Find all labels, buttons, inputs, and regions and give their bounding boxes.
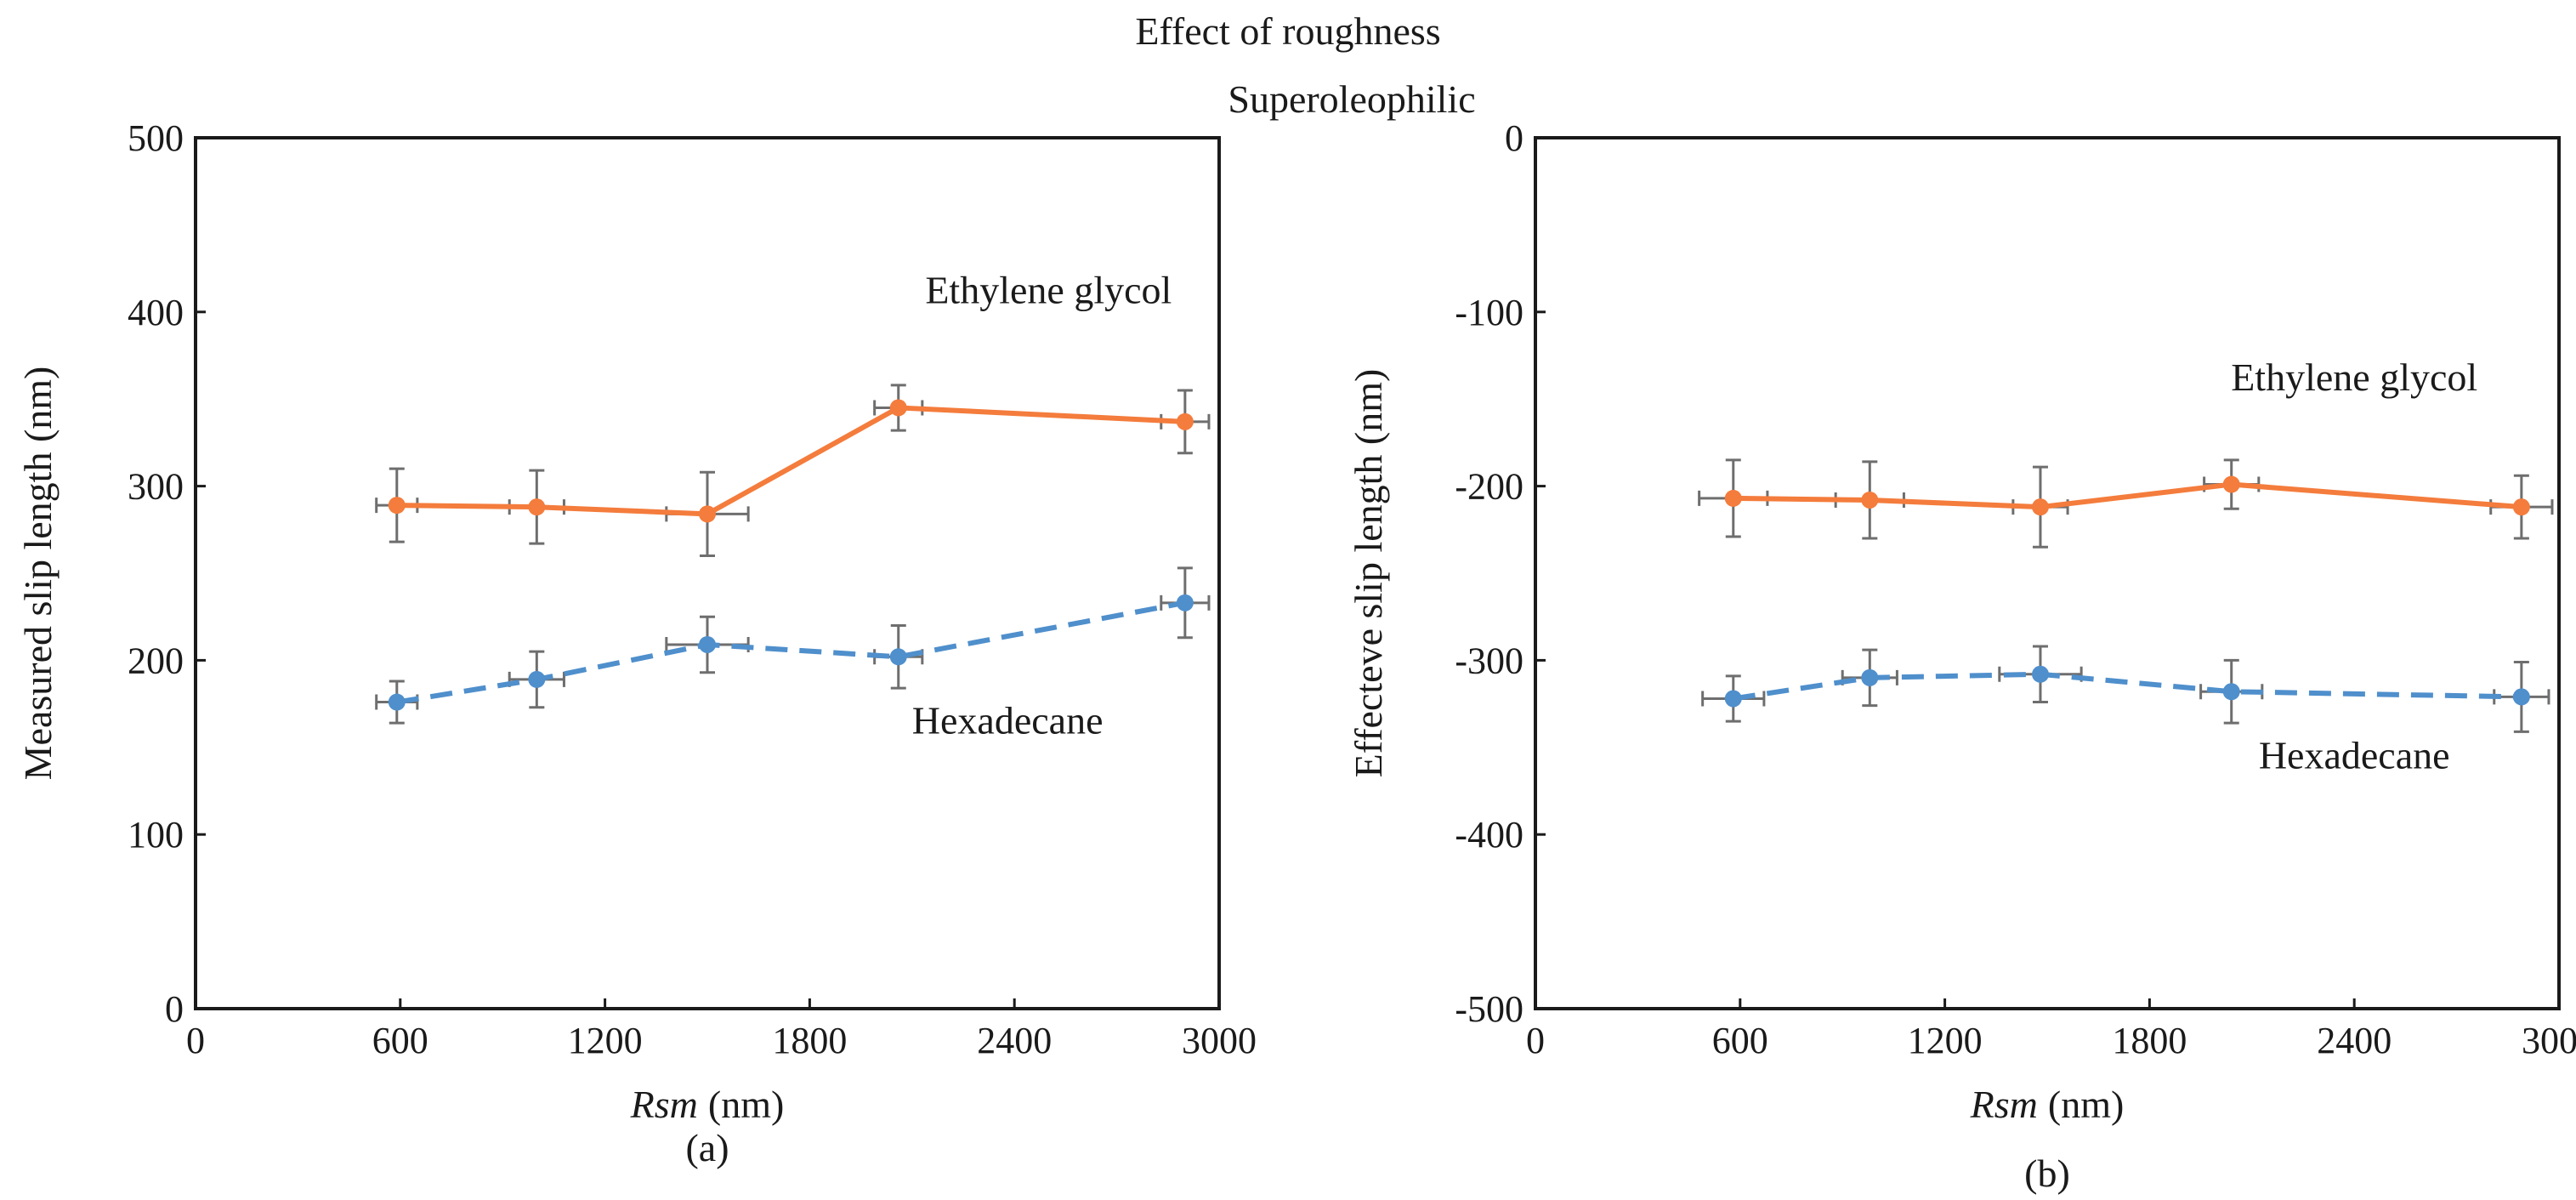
data-point bbox=[1724, 489, 1742, 507]
x-tick-label: 1800 bbox=[2112, 1020, 2187, 1061]
series-label: Hexadecane bbox=[912, 698, 1104, 742]
x-axis-label-variable: Rsm bbox=[1970, 1083, 2038, 1126]
plot-frame bbox=[1534, 136, 2561, 1010]
data-point bbox=[2031, 665, 2049, 683]
x-axis-label: Rsm (nm) bbox=[1970, 1083, 2125, 1126]
series-ethylene-glycol: Ethylene glycol bbox=[375, 269, 1211, 558]
y-tick-label: 300 bbox=[128, 466, 184, 508]
data-point bbox=[1176, 412, 1194, 430]
data-point bbox=[889, 648, 907, 666]
data-point bbox=[1176, 594, 1194, 611]
series-line bbox=[1733, 481, 2522, 510]
y-axis-label: Effecteve slip length (nm) bbox=[1347, 369, 1390, 778]
data-point bbox=[528, 498, 546, 516]
y-axis-label: Measured slip length (nm) bbox=[16, 367, 60, 781]
x-tick-label: 3000 bbox=[1182, 1020, 1257, 1061]
y-tick-label: -500 bbox=[1455, 988, 1523, 1030]
x-tick-label: 1200 bbox=[568, 1020, 643, 1061]
y-tick-label: 0 bbox=[165, 988, 184, 1030]
figure-title-line1: Effect of roughness bbox=[1135, 9, 1440, 53]
data-point bbox=[388, 693, 406, 711]
series-label: Ethylene glycol bbox=[2231, 355, 2477, 399]
data-point bbox=[528, 670, 546, 688]
x-tick-label: 0 bbox=[186, 1020, 205, 1061]
series-ethylene-glycol: Ethylene glycol bbox=[1698, 355, 2554, 549]
data-point bbox=[889, 399, 907, 417]
x-tick-label: 0 bbox=[1526, 1020, 1545, 1061]
figure-title-line2: Superoleophilic bbox=[1228, 77, 1475, 121]
data-point bbox=[699, 635, 716, 653]
y-tick-label: 500 bbox=[128, 117, 184, 159]
x-axis-label-unit: (nm) bbox=[2048, 1083, 2124, 1126]
series-hexadecane: Hexadecane bbox=[1701, 645, 2550, 776]
x-tick-label: 1800 bbox=[772, 1020, 847, 1061]
data-point bbox=[699, 505, 716, 523]
x-tick-label: 2400 bbox=[2317, 1020, 2392, 1061]
y-tick-label: 0 bbox=[1505, 117, 1523, 159]
x-tick-label: 1200 bbox=[1908, 1020, 1983, 1061]
x-tick-label: 600 bbox=[372, 1020, 428, 1061]
data-point bbox=[2512, 498, 2530, 516]
x-axis-label-unit: (nm) bbox=[708, 1083, 784, 1126]
data-point bbox=[2222, 475, 2240, 493]
y-tick-label: -200 bbox=[1455, 466, 1523, 508]
y-tick-label: 200 bbox=[128, 640, 184, 681]
x-axis-label: Rsm (nm) bbox=[630, 1083, 785, 1126]
data-point bbox=[1724, 690, 1742, 708]
y-tick-label: 400 bbox=[128, 292, 184, 333]
x-tick-label: 2400 bbox=[977, 1020, 1052, 1061]
panel-label: (a) bbox=[685, 1126, 729, 1169]
series-line bbox=[396, 405, 1186, 517]
series-line bbox=[396, 600, 1186, 705]
x-tick-label: 3000 bbox=[2522, 1020, 2576, 1061]
series-hexadecane: Hexadecane bbox=[375, 566, 1211, 742]
panel-label: (b) bbox=[2024, 1152, 2070, 1195]
data-point bbox=[1861, 491, 1879, 509]
data-point bbox=[2031, 498, 2049, 516]
y-tick-label: -300 bbox=[1455, 640, 1523, 681]
y-tick-label: -400 bbox=[1455, 814, 1523, 856]
series-label: Ethylene glycol bbox=[925, 269, 1172, 312]
plot-frame bbox=[194, 136, 1221, 1010]
chart-panel-b: 0 600 1200 1800 2400 3000 -500 -400 -300 -200 -100… bbox=[1347, 117, 2576, 1195]
y-tick-label: 100 bbox=[128, 814, 184, 856]
x-axis-label-variable: Rsm bbox=[630, 1083, 698, 1126]
series-label: Hexadecane bbox=[2259, 733, 2450, 776]
data-point bbox=[1861, 668, 1879, 686]
data-point bbox=[2222, 683, 2240, 701]
x-tick-label: 600 bbox=[1712, 1020, 1768, 1061]
y-tick-label: -100 bbox=[1455, 292, 1523, 333]
data-point bbox=[388, 497, 406, 515]
data-point bbox=[2512, 688, 2530, 706]
chart-panel-a: 0 600 1200 1800 2400 3000 0 100 200 300 400 500 Rsm(… bbox=[16, 117, 1257, 1169]
